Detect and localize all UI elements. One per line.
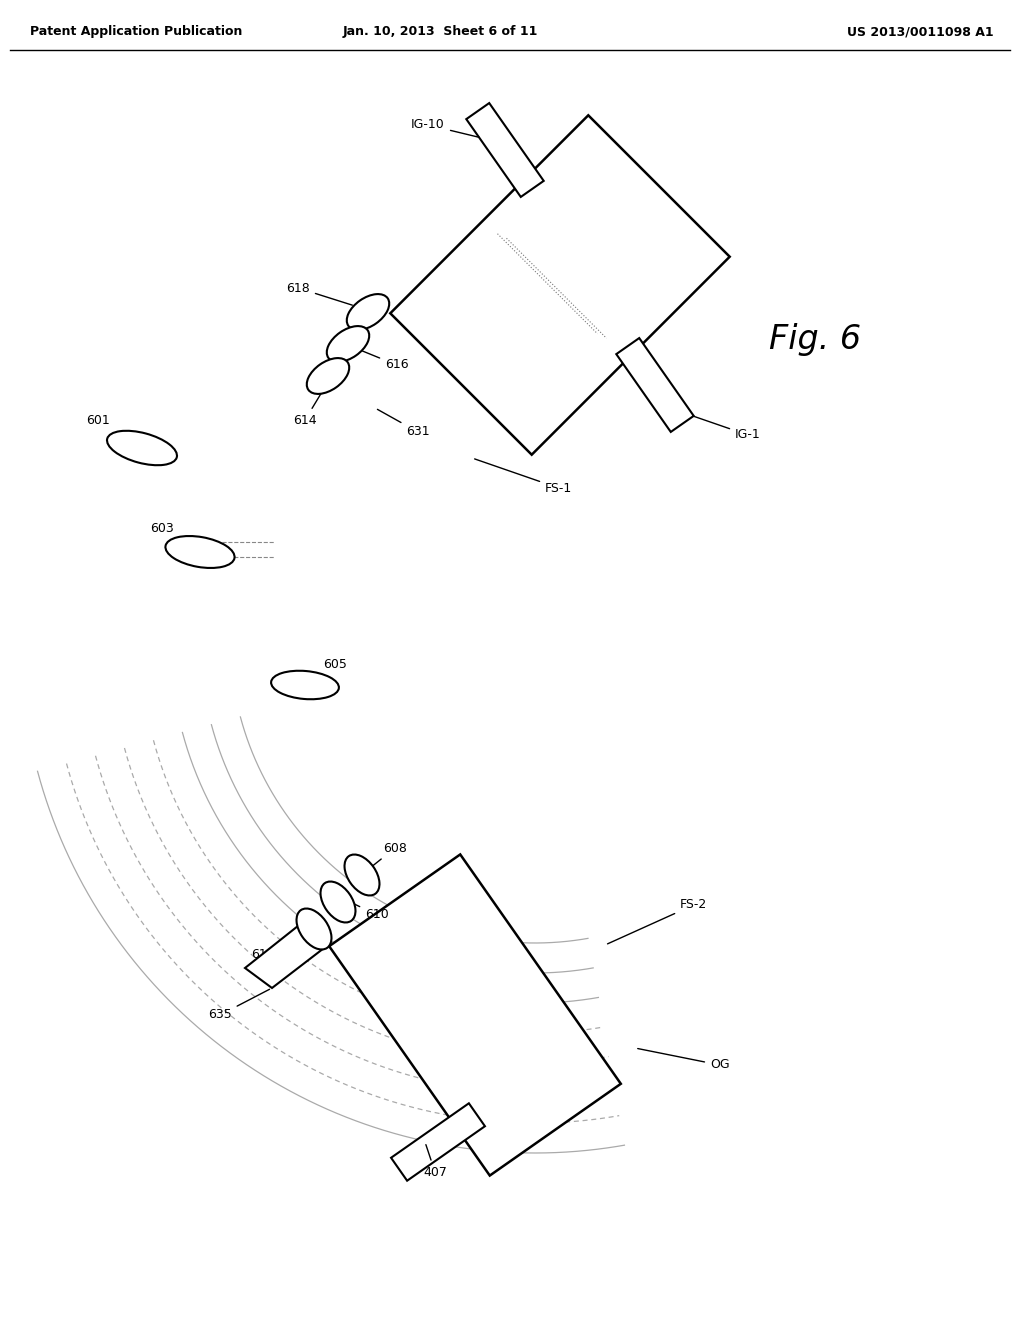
Ellipse shape [327, 326, 370, 362]
Polygon shape [616, 338, 693, 432]
Polygon shape [390, 115, 730, 454]
Ellipse shape [347, 294, 389, 330]
Text: US 2013/0011098 A1: US 2013/0011098 A1 [847, 25, 993, 38]
Polygon shape [391, 1104, 485, 1180]
Ellipse shape [307, 358, 349, 393]
Text: 614: 614 [293, 384, 327, 426]
Polygon shape [466, 103, 544, 197]
Text: 407: 407 [423, 1144, 446, 1179]
Text: 603: 603 [151, 521, 174, 535]
Text: 631: 631 [378, 409, 430, 438]
Ellipse shape [271, 671, 339, 700]
Text: IG-1: IG-1 [692, 416, 761, 441]
Text: IG-10: IG-10 [412, 119, 479, 137]
Text: 616: 616 [362, 351, 409, 371]
Text: 618: 618 [287, 281, 352, 305]
Text: Jan. 10, 2013  Sheet 6 of 11: Jan. 10, 2013 Sheet 6 of 11 [342, 25, 538, 38]
Text: Fig. 6: Fig. 6 [769, 323, 861, 356]
Text: FS-1: FS-1 [475, 459, 572, 495]
Ellipse shape [108, 430, 177, 465]
Text: 635: 635 [208, 989, 269, 1022]
Text: 608: 608 [372, 842, 407, 866]
Text: OG: OG [638, 1048, 730, 1072]
Ellipse shape [321, 882, 355, 923]
Text: 612: 612 [251, 933, 305, 961]
Text: 601: 601 [86, 413, 110, 426]
Text: FS-2: FS-2 [607, 899, 708, 944]
Text: Patent Application Publication: Patent Application Publication [30, 25, 243, 38]
Ellipse shape [166, 536, 234, 568]
Polygon shape [245, 917, 328, 987]
Polygon shape [329, 854, 621, 1176]
Ellipse shape [297, 908, 332, 949]
Ellipse shape [344, 854, 380, 895]
Text: 610: 610 [344, 899, 389, 921]
Text: 605: 605 [323, 659, 347, 672]
